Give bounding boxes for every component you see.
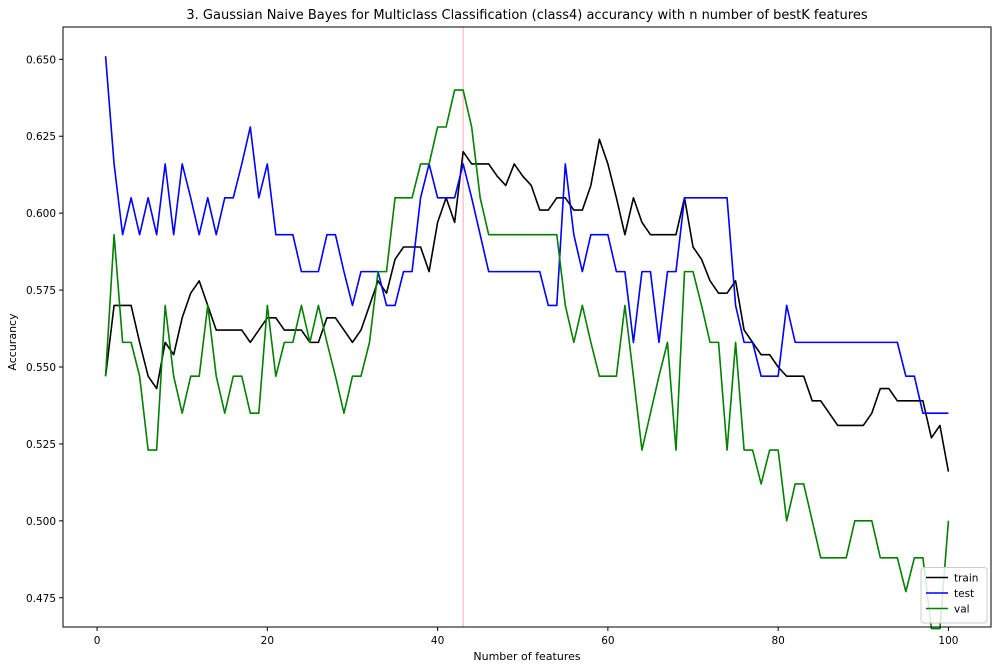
- x-tick-label: 20: [261, 635, 274, 647]
- y-tick-label: 0.475: [26, 593, 56, 605]
- y-axis-label: Accurancy: [6, 313, 19, 371]
- legend-label-train: train: [954, 573, 978, 585]
- series-line-train: [104, 138, 950, 472]
- series-layer: [104, 56, 950, 630]
- y-tick-label: 0.600: [26, 208, 56, 220]
- y-tick-label: 0.550: [26, 362, 56, 374]
- x-tick-label: 60: [601, 635, 614, 647]
- series-line-test: [104, 56, 949, 414]
- series-line-val: [104, 89, 950, 630]
- chart-title: 3. Gaussian Naive Bayes for Multiclass C…: [186, 8, 867, 23]
- y-tick-label: 0.625: [26, 131, 56, 143]
- x-tick-label: 80: [771, 635, 784, 647]
- x-tick-label: 0: [94, 635, 101, 647]
- x-axis-label: Number of features: [473, 650, 580, 663]
- y-tick-label: 0.575: [26, 285, 56, 297]
- x-axis: 0 20 40 60 80 100: [94, 627, 958, 647]
- legend-label-val: val: [954, 604, 970, 616]
- y-tick-label: 0.525: [26, 439, 56, 451]
- x-tick-label: 100: [938, 635, 958, 647]
- y-tick-label: 0.500: [26, 516, 56, 528]
- legend-label-test: test: [954, 588, 974, 600]
- plot-frame: [62, 26, 992, 628]
- y-tick-label: 0.650: [26, 54, 56, 66]
- x-tick-label: 40: [431, 635, 444, 647]
- legend: train test val: [920, 567, 988, 624]
- y-axis: 0.475 0.500 0.525 0.550 0.575 0.600 0.625 0.650: [26, 54, 63, 605]
